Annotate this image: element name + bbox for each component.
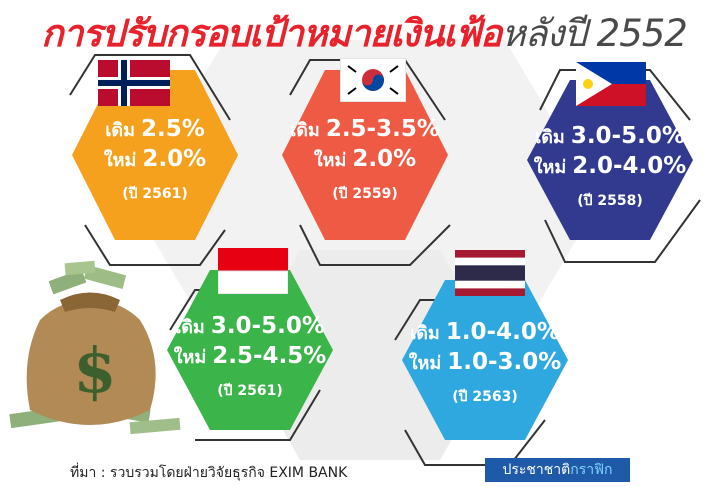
new-value: 2.0-4.0% (572, 153, 687, 179)
new-label: ใหม่ (313, 150, 347, 171)
old-label: เดิม (105, 120, 135, 141)
hexagon-indonesia (167, 270, 333, 430)
new-value: 2.0% (142, 146, 207, 172)
year-label: (ปี 2563) (452, 389, 518, 405)
credit-main: ประชาชาติ (502, 462, 571, 478)
year-label: (ปี 2559) (332, 186, 398, 202)
card-south-korea: เดิม 2.5-3.5% ใหม่ 2.0% (ปี 2559) (282, 115, 448, 205)
norway-flag (98, 60, 170, 106)
card-norway: เดิม 2.5% ใหม่ 2.0% (ปี 2561) (72, 115, 238, 205)
indonesia-flag (218, 248, 288, 294)
new-target-row: ใหม่ 1.0-3.0% (402, 348, 568, 378)
title-suffix: หลังปี 2552 (501, 12, 688, 55)
new-label: ใหม่ (103, 150, 137, 171)
year-label: (ปี 2558) (577, 193, 643, 209)
new-value: 1.0-3.0% (447, 349, 562, 375)
year-label: (ปี 2561) (217, 383, 283, 399)
old-label: เดิม (290, 120, 320, 141)
card-thailand: เดิม 1.0-4.0% ใหม่ 1.0-3.0% (ปี 2563) (402, 318, 568, 408)
hexagon-south-korea (282, 70, 448, 240)
credit-highlight: กราฟิก (570, 462, 613, 478)
thailand-flag (455, 250, 525, 296)
old-value: 3.0-5.0% (210, 313, 325, 339)
new-target-row: ใหม่ 2.5-4.5% (167, 342, 333, 372)
hexagon-thailand (402, 280, 568, 440)
old-target-row: เดิม 3.0-5.0% (527, 122, 693, 152)
new-target-row: ใหม่ 2.0% (282, 145, 448, 175)
hexagon-philippines (527, 80, 693, 240)
credit-badge: ประชาชาติกราฟิก (485, 458, 630, 482)
philippines-flag (576, 62, 646, 106)
card-indonesia: เดิม 3.0-5.0% ใหม่ 2.5-4.5% (ปี 2561) (167, 312, 333, 402)
old-label: เดิม (410, 323, 440, 344)
old-target-row: เดิม 3.0-5.0% (167, 312, 333, 342)
new-value: 2.0% (352, 146, 417, 172)
south-korea-flag (340, 58, 406, 102)
new-label: ใหม่ (408, 353, 442, 374)
source-note: ที่มา : รวบรวมโดยฝ่ายวิจัยธุรกิจ EXIM BA… (70, 465, 348, 481)
page-title: การปรับกรอบเป้าหมายเงินเฟ้อหลังปี 2552 (0, 4, 728, 63)
svg-text:$: $ (73, 334, 116, 407)
year-label: (ปี 2561) (122, 186, 188, 202)
old-value: 2.5-3.5% (325, 116, 440, 142)
card-philippines: เดิม 3.0-5.0% ใหม่ 2.0-4.0% (ปี 2558) (527, 122, 693, 212)
old-label: เดิม (175, 317, 205, 338)
old-value: 2.5% (140, 116, 205, 142)
new-value: 2.5-4.5% (212, 343, 327, 369)
money-bag-icon: $ (9, 260, 181, 435)
new-target-row: ใหม่ 2.0-4.0% (527, 152, 693, 182)
hexagon-norway (72, 70, 238, 240)
old-target-row: เดิม 1.0-4.0% (402, 318, 568, 348)
title-main: การปรับกรอบเป้าหมายเงินเฟ้อ (41, 12, 502, 55)
new-label: ใหม่ (533, 157, 567, 178)
old-value: 3.0-5.0% (570, 123, 685, 149)
new-target-row: ใหม่ 2.0% (72, 145, 238, 175)
old-label: เดิม (535, 127, 565, 148)
new-label: ใหม่ (173, 347, 207, 368)
old-target-row: เดิม 2.5-3.5% (282, 115, 448, 145)
old-target-row: เดิม 2.5% (72, 115, 238, 145)
old-value: 1.0-4.0% (445, 319, 560, 345)
